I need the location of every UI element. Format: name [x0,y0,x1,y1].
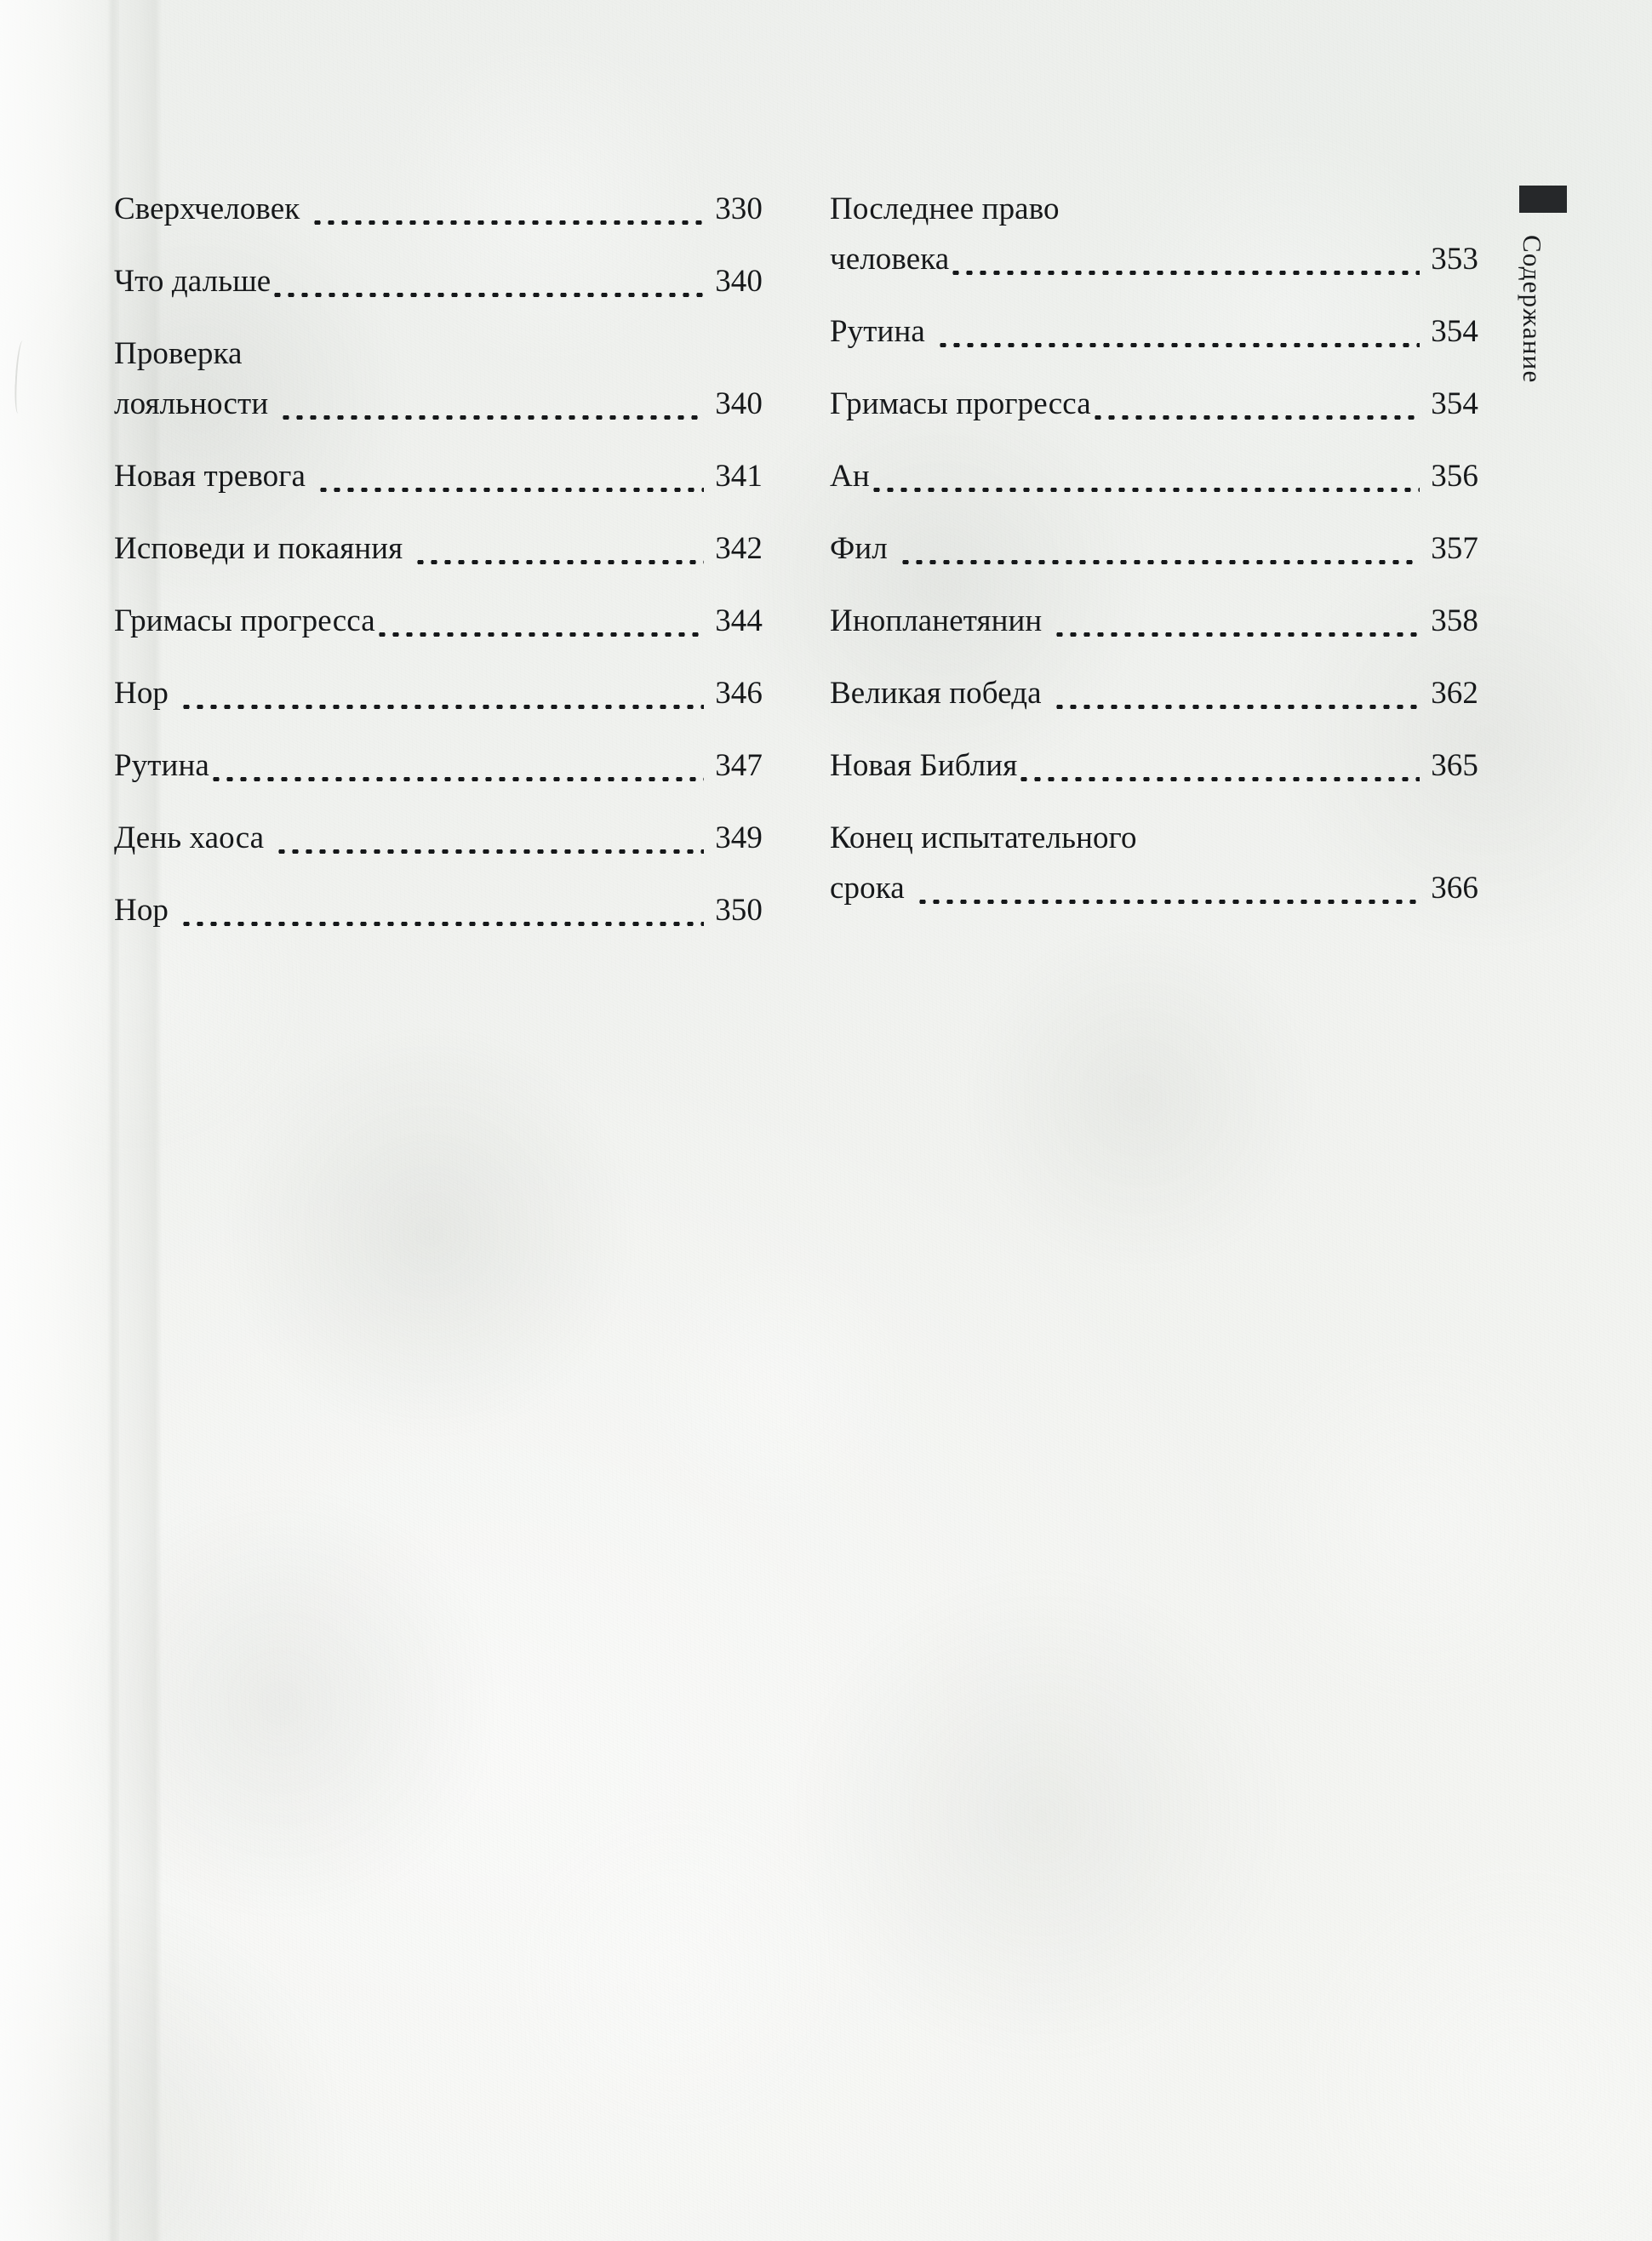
dot-leader [898,540,1420,574]
toc-entry[interactable]: Ан 356 [830,451,1478,501]
toc-entry-title: Рутина [830,314,925,349]
toc-entry-title-line2: срока [830,871,905,906]
toc-entry[interactable]: Фил 357 [830,523,1478,574]
toc-entry-line2: человека 353 [830,234,1478,284]
toc-page-number: 358 [1431,603,1478,638]
dot-leader [1052,684,1420,718]
toc-entry[interactable]: Новая тревога 341 [114,451,763,501]
toc-entry[interactable]: Сверхчеловек 330 [114,184,763,234]
dot-leader [180,901,705,935]
toc-page-number: 353 [1431,242,1478,277]
toc-entry-title: Гримасы прогресса [114,603,375,638]
section-tab: Содержание [1516,186,1618,383]
toc-entry[interactable]: Рутина 354 [830,306,1478,357]
dot-leader [935,323,1420,357]
toc-entry-title: Гримасы прогресса [830,386,1091,421]
toc-entry[interactable]: Конец испытательного срока 366 [830,813,1478,913]
toc-entry-title-line1: Проверка [114,336,243,371]
toc-entry[interactable]: Проверка лояльности 340 [114,329,763,429]
toc-page-number: 354 [1431,386,1478,421]
toc-entry-title: Инопланетянин [830,603,1043,638]
toc-entry[interactable]: День хаоса 349 [114,813,763,863]
toc-entry[interactable]: Инопланетянин 358 [830,596,1478,646]
toc-entry-title: Новая тревога [114,459,306,494]
toc-page-number: 350 [715,893,763,928]
toc-entry-title: Нор [114,676,169,711]
toc-page-number: 347 [715,748,763,783]
dot-leader [180,684,705,718]
toc-page-number: 341 [715,459,763,494]
dot-leader [317,467,705,501]
dot-leader [279,395,705,429]
toc-entry-title: Исповеди и покаяния [114,531,403,566]
toc-page-number: 330 [715,192,763,226]
dot-leader [1090,395,1420,429]
toc-page-number: 366 [1431,871,1478,906]
toc-page-number: 342 [715,531,763,566]
dot-leader [1017,757,1420,791]
dot-leader [311,200,705,234]
toc-entry-title: Фил [830,531,888,566]
dot-leader [869,467,1420,501]
toc-entry-title: Ан [830,459,870,494]
toc-entry[interactable]: Гримасы прогресса 344 [114,596,763,646]
dot-leader [275,829,705,863]
toc-entry[interactable]: Нор 346 [114,668,763,718]
toc-entry-title: Нор [114,893,169,928]
toc-entry-title-line2: человека [830,242,950,277]
toc-page-number: 365 [1431,748,1478,783]
toc-entry-title: Что дальше [114,264,272,299]
dot-leader [915,879,1420,913]
toc-entry[interactable]: Рутина 347 [114,740,763,791]
toc-entry-title: День хаоса [114,820,265,855]
toc-entry[interactable]: Великая победа 362 [830,668,1478,718]
section-tab-marker-icon [1519,186,1567,213]
toc-column-right: Последнее право человека 353 Рутина 354 Грима… [830,184,1478,913]
toc-entry-title: Великая победа [830,676,1042,711]
toc-entry-title: Рутина [114,748,209,783]
toc-column-left: Сверхчеловек 330 Что дальше 340 Проверка лоял… [114,184,763,935]
dot-leader [209,757,705,791]
toc-entry-title-line2: лояльности [114,386,269,421]
toc-entry-title: Новая Библия [830,748,1018,783]
toc-page-number: 349 [715,820,763,855]
toc-page-number: 354 [1431,314,1478,349]
toc-entry-title: Сверхчеловек [114,192,300,226]
toc-entry-line2: лояльности 340 [114,379,763,429]
toc-entry[interactable]: Нор 350 [114,885,763,935]
toc-entry-line2: срока 366 [830,863,1478,913]
dot-leader [414,540,705,574]
toc-entry[interactable]: Гримасы прогресса 354 [830,379,1478,429]
toc-page-number: 344 [715,603,763,638]
toc-entry[interactable]: Последнее право человека 353 [830,184,1478,284]
toc-entry[interactable]: Исповеди и покаяния 342 [114,523,763,574]
toc-entry-title-line1: Последнее право [830,192,1060,226]
dot-leader [374,612,705,646]
toc-entry-title-line1: Конец испытательного [830,820,1137,855]
dot-leader [1053,612,1420,646]
toc-page-number: 356 [1431,459,1478,494]
toc-entry[interactable]: Что дальше 340 [114,256,763,306]
toc-page-number: 346 [715,676,763,711]
toc-page-number: 357 [1431,531,1478,566]
section-tab-label: Содержание [1518,235,1547,384]
dot-leader [949,250,1420,284]
toc-page-number: 362 [1431,676,1478,711]
toc-entry[interactable]: Новая Библия 365 [830,740,1478,791]
toc-page-number: 340 [715,386,763,421]
dot-leader [271,272,705,306]
toc-page-number: 340 [715,264,763,299]
